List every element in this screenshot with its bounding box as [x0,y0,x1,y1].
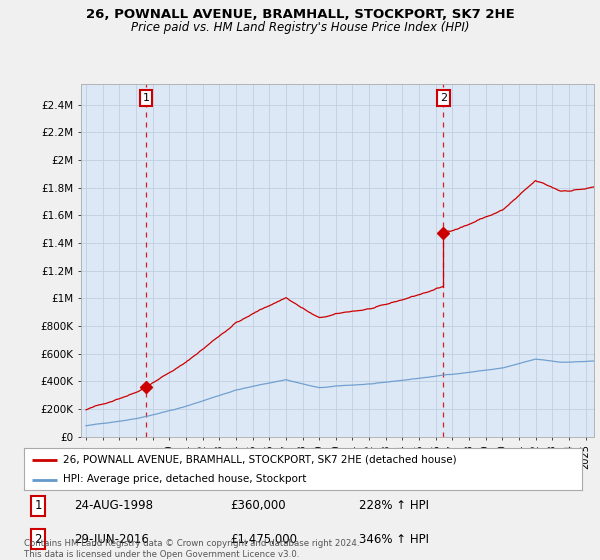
Text: 24-AUG-1998: 24-AUG-1998 [74,499,153,512]
Text: £1,475,000: £1,475,000 [230,533,298,545]
Text: 26, POWNALL AVENUE, BRAMHALL, STOCKPORT, SK7 2HE (detached house): 26, POWNALL AVENUE, BRAMHALL, STOCKPORT,… [63,455,457,465]
Text: HPI: Average price, detached house, Stockport: HPI: Average price, detached house, Stoc… [63,474,307,484]
Text: Contains HM Land Registry data © Crown copyright and database right 2024.
This d: Contains HM Land Registry data © Crown c… [24,539,359,559]
Text: 2: 2 [440,93,447,103]
Text: 346% ↑ HPI: 346% ↑ HPI [359,533,429,545]
Text: 1: 1 [34,499,42,512]
Text: 2: 2 [34,533,42,545]
Text: 228% ↑ HPI: 228% ↑ HPI [359,499,429,512]
Text: £360,000: £360,000 [230,499,286,512]
Text: 29-JUN-2016: 29-JUN-2016 [74,533,149,545]
Text: 26, POWNALL AVENUE, BRAMHALL, STOCKPORT, SK7 2HE: 26, POWNALL AVENUE, BRAMHALL, STOCKPORT,… [86,8,514,21]
Text: 1: 1 [142,93,149,103]
Text: Price paid vs. HM Land Registry's House Price Index (HPI): Price paid vs. HM Land Registry's House … [131,21,469,34]
